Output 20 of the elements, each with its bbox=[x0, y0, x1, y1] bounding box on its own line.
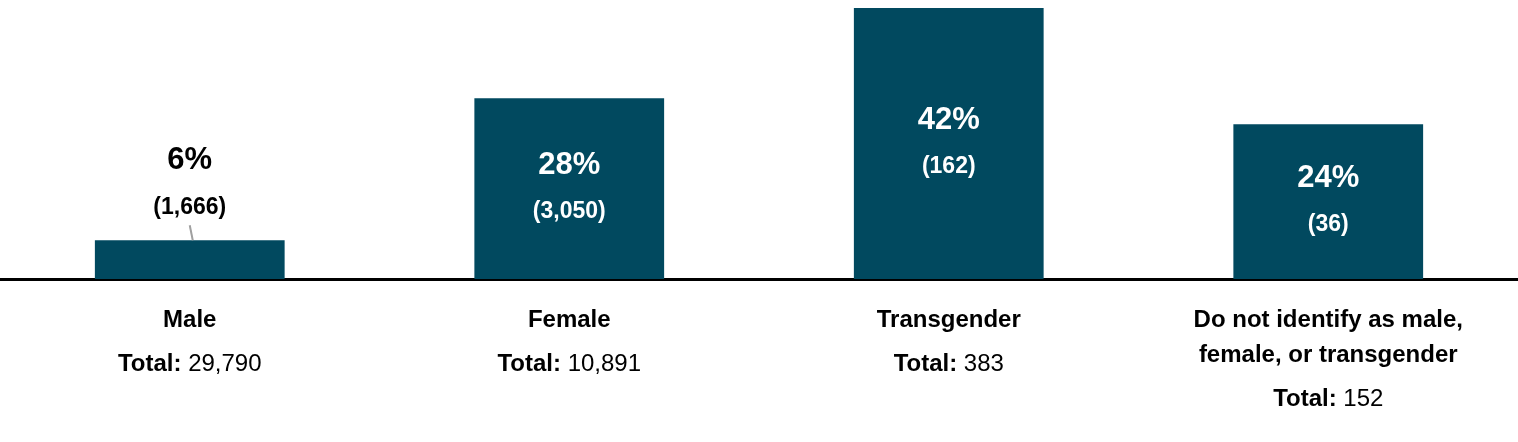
annotation: (162) bbox=[921, 151, 976, 178]
annotation: (36) bbox=[1307, 209, 1349, 236]
text: Total: 152 bbox=[1273, 383, 1384, 411]
data-label: 28% bbox=[538, 146, 601, 182]
data-label: 42% bbox=[917, 101, 980, 137]
text: Total: 29,790 bbox=[117, 348, 262, 376]
annotation: (3,050) bbox=[532, 197, 606, 224]
data-label: 6% bbox=[167, 140, 213, 176]
x-tick-label: Female bbox=[527, 305, 611, 333]
data-label: 24% bbox=[1297, 159, 1360, 195]
x-tick-label: Transgender bbox=[876, 305, 1021, 333]
text: Total: 383 bbox=[893, 348, 1004, 376]
text: Total: 10,891 bbox=[497, 348, 642, 376]
x-tick-label: Male bbox=[163, 305, 217, 333]
bar bbox=[853, 8, 1044, 279]
bar bbox=[94, 240, 285, 279]
bar bbox=[1233, 124, 1424, 279]
x-tick-label: Do not identify as male, female, or transgender bbox=[1193, 305, 1463, 368]
bar bbox=[474, 98, 665, 279]
annotation: (1,666) bbox=[153, 192, 227, 219]
